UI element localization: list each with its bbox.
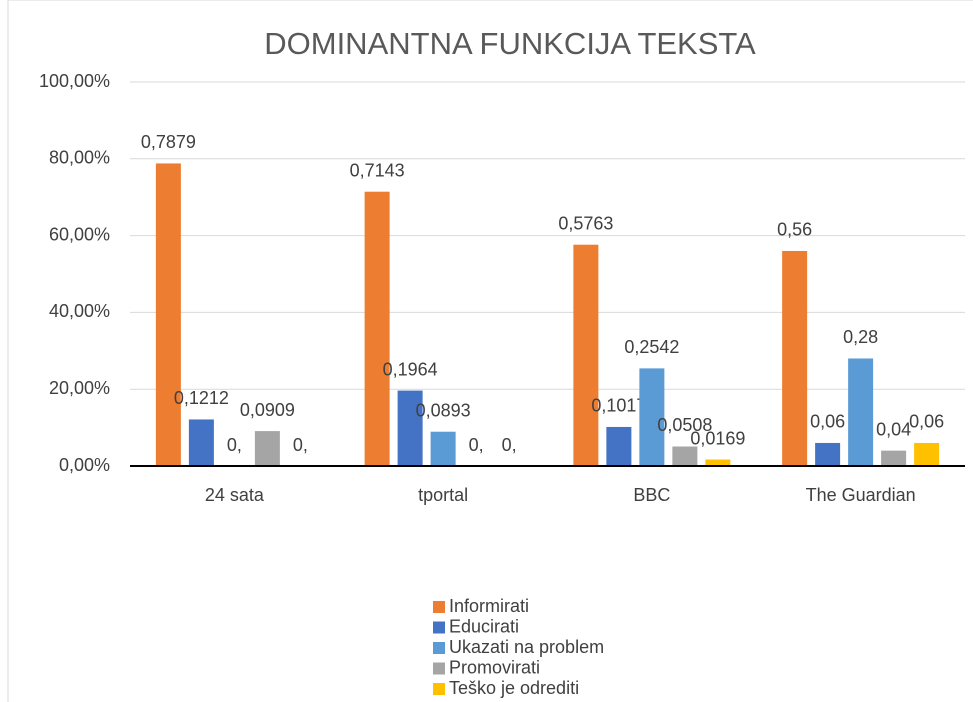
data-label: 0, bbox=[469, 435, 484, 455]
bar bbox=[364, 191, 390, 466]
data-label: 0,7879 bbox=[141, 132, 196, 152]
data-label: 0,56 bbox=[777, 220, 812, 240]
x-tick-label: BBC bbox=[633, 485, 670, 505]
data-label: 0,0169 bbox=[690, 428, 745, 448]
legend-label: Teško je odrediti bbox=[449, 678, 579, 698]
y-tick-label: 20,00% bbox=[49, 378, 110, 398]
legend-label: Ukazati na problem bbox=[449, 637, 604, 657]
data-label: 0,06 bbox=[810, 412, 845, 432]
legend-swatch bbox=[433, 601, 445, 613]
data-label: 0,0909 bbox=[240, 400, 295, 420]
legend-label: Informirati bbox=[449, 596, 529, 616]
data-label: 0,04 bbox=[876, 419, 911, 439]
data-label: 0,1964 bbox=[383, 359, 438, 379]
y-tick-label: 0,00% bbox=[59, 455, 110, 475]
data-label: 0,06 bbox=[909, 412, 944, 432]
bar bbox=[606, 426, 632, 466]
bar bbox=[188, 419, 214, 466]
x-tick-label: 24 sata bbox=[205, 485, 265, 505]
bar bbox=[639, 368, 665, 466]
data-label: 0,0508 bbox=[657, 415, 712, 435]
y-tick-label: 100,00% bbox=[39, 71, 110, 91]
x-tick-label: The Guardian bbox=[806, 485, 916, 505]
chart-title: DOMINANTNA FUNKCIJA TEKSTA bbox=[264, 26, 756, 61]
data-label: 0, bbox=[293, 435, 308, 455]
data-label: 0,1212 bbox=[174, 388, 229, 408]
y-tick-label: 40,00% bbox=[49, 301, 110, 321]
bar bbox=[397, 390, 423, 466]
bar bbox=[705, 459, 731, 466]
data-label: 0,0893 bbox=[416, 400, 471, 420]
legend-swatch bbox=[433, 621, 445, 634]
bar bbox=[815, 442, 841, 466]
legend-label: Promovirati bbox=[449, 657, 540, 677]
y-tick-label: 60,00% bbox=[49, 224, 110, 244]
data-label: 0,5763 bbox=[558, 213, 613, 233]
bar bbox=[155, 163, 181, 466]
bar bbox=[782, 250, 808, 466]
y-tick-label: 80,00% bbox=[49, 148, 110, 168]
x-tick-label: tportal bbox=[418, 485, 468, 505]
data-label: 0,1017 bbox=[591, 396, 646, 416]
bar bbox=[573, 244, 599, 466]
legend-label: Educirati bbox=[449, 616, 519, 636]
bar bbox=[430, 431, 456, 466]
data-label: 0, bbox=[502, 435, 517, 455]
legend-swatch bbox=[433, 683, 445, 695]
bar bbox=[672, 446, 698, 466]
legend-swatch bbox=[433, 662, 445, 675]
bar bbox=[881, 450, 907, 466]
data-label: 0,2542 bbox=[624, 337, 679, 357]
data-label: 0,28 bbox=[843, 327, 878, 347]
bar bbox=[914, 442, 940, 466]
legend-swatch bbox=[433, 642, 445, 654]
data-label: 0,7143 bbox=[350, 160, 405, 180]
bar bbox=[848, 358, 874, 466]
bar bbox=[254, 431, 280, 466]
data-label: 0, bbox=[227, 435, 242, 455]
